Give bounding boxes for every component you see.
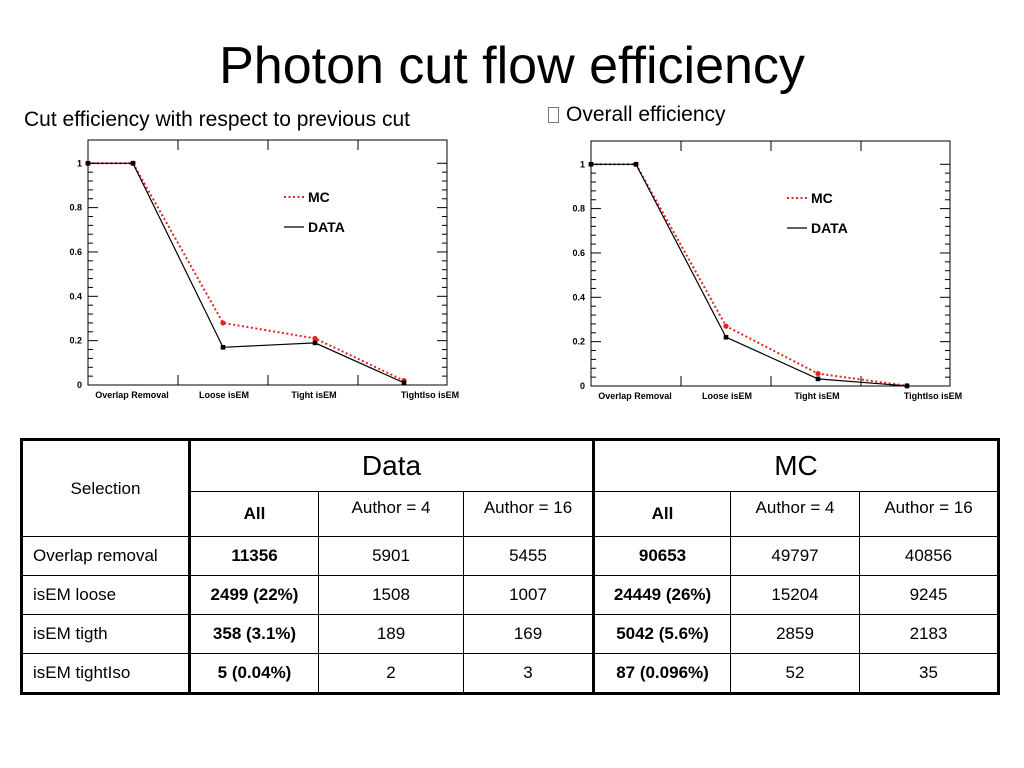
table-cell: 189 — [318, 614, 464, 654]
table-cell: 1508 — [318, 575, 464, 615]
mc-author4-header: Author = 4 — [730, 491, 860, 537]
x-tick-label: Tight isEM — [291, 390, 336, 400]
series-line-data — [591, 163, 908, 387]
table-cell: 5 (0.04%) — [188, 653, 319, 694]
table-cell: 9245 — [859, 575, 999, 615]
data-point-data — [130, 160, 136, 166]
table-row: Overlap removal 11356 5901 5455 90653 49… — [21, 536, 999, 576]
row-label: isEM tightIso — [21, 653, 190, 694]
data-all-header: All — [188, 491, 319, 537]
selection-header: Selection — [21, 439, 190, 537]
legend-label-data: DATA — [308, 219, 345, 235]
x-tick-label: Overlap Removal — [598, 391, 672, 401]
x-tick-label: TightIso isEM — [904, 391, 962, 401]
y-tick-label: 0.4 — [572, 292, 585, 302]
row-label: Overlap removal — [21, 536, 190, 576]
data-point-mc — [220, 320, 226, 326]
y-tick-label: 0.6 — [572, 248, 585, 258]
data-point-data — [312, 340, 318, 346]
legend-label-mc: MC — [811, 190, 833, 206]
table-cell: 90653 — [592, 536, 731, 576]
series-line-data — [88, 162, 405, 384]
row-label: isEM loose — [21, 575, 190, 615]
y-tick-label: 1 — [77, 158, 82, 168]
data-point-mc — [723, 323, 729, 329]
table-cell: 169 — [463, 614, 594, 654]
legend-label-data: DATA — [811, 220, 848, 236]
table-cell: 24449 (26%) — [592, 575, 731, 615]
y-tick-label: 0.6 — [69, 247, 82, 257]
table-subheader-row: All Author = 4 Author = 16 All Author = … — [22, 491, 999, 537]
x-tick-label: TightIso isEM — [401, 390, 459, 400]
x-tick-label: Overlap Removal — [95, 390, 169, 400]
table-row: isEM loose 2499 (22%) 1508 1007 24449 (2… — [21, 575, 999, 615]
table-row: isEM tightIso 5 (0.04%) 2 3 87 (0.096%) … — [21, 653, 999, 694]
y-tick-label: 0.4 — [69, 291, 82, 301]
x-tick-label: Loose isEM — [702, 391, 752, 401]
y-tick-label: 0 — [580, 381, 585, 391]
series-line-mc — [591, 163, 908, 387]
mc-author16-header: Author = 16 — [859, 491, 999, 537]
cut-flow-table: Selection Data MC All Author = 4 Author … — [20, 438, 1000, 695]
row-label: isEM tigth — [21, 614, 190, 654]
x-tick-label: Loose isEM — [199, 390, 249, 400]
y-tick-label: 0.2 — [572, 337, 585, 347]
data-group-header: Data — [188, 439, 594, 492]
data-point-mc — [815, 370, 821, 377]
data-point-data — [588, 161, 594, 167]
overall-efficiency-chart: 0 0.2 0.4 0.6 0.8 1 Overlap Removal Loose isEM T… — [572, 140, 962, 401]
table-cell: 5455 — [463, 536, 594, 576]
y-tick-label: 0 — [77, 380, 82, 390]
table-cell: 1007 — [463, 575, 594, 615]
legend-label-mc: MC — [308, 189, 330, 205]
table-cell: 49797 — [730, 536, 860, 576]
x-tick-label: Tight isEM — [794, 391, 839, 401]
plot-frame — [87, 139, 448, 386]
series-line-mc — [88, 162, 405, 382]
y-tick-label: 1 — [580, 159, 585, 169]
table-group-header-row: Selection Data MC — [21, 439, 999, 537]
y-tick-label: 0.2 — [69, 336, 82, 346]
data-point-data — [815, 376, 821, 382]
table-cell: 40856 — [859, 536, 999, 576]
y-tick-label: 0.8 — [572, 204, 585, 214]
bullet-icon — [548, 107, 559, 123]
mc-group-header: MC — [592, 439, 999, 492]
data-point-data — [904, 383, 910, 389]
right-chart-caption-wrap: Overall efficiency — [548, 102, 726, 128]
table-cell: 15204 — [730, 575, 860, 615]
data-point-data — [85, 160, 91, 166]
table-cell: 35 — [859, 653, 999, 694]
data-author4-header: Author = 4 — [318, 491, 464, 537]
data-point-data — [633, 161, 639, 167]
left-chart-caption: Cut efficiency with respect to previous … — [24, 108, 410, 131]
table-cell: 87 (0.096%) — [592, 653, 731, 694]
table-cell: 2 — [318, 653, 464, 694]
table-cell: 11356 — [188, 536, 319, 576]
table-cell: 2859 — [730, 614, 860, 654]
right-chart-caption: Overall efficiency — [566, 103, 726, 126]
table-cell: 52 — [730, 653, 860, 694]
data-point-data — [220, 345, 226, 350]
table-cell: 5901 — [318, 536, 464, 576]
y-tick-label: 0.8 — [69, 203, 82, 213]
data-point-data — [401, 380, 407, 386]
table-cell: 2183 — [859, 614, 999, 654]
table-cell: 3 — [463, 653, 594, 694]
mc-all-header: All — [592, 491, 731, 537]
cut-efficiency-chart: 0 0.2 0.4 0.6 0.8 1 Overlap Removal Loose isEM T… — [69, 139, 459, 400]
table-cell: 5042 (5.6%) — [592, 614, 731, 654]
data-point-mc — [312, 335, 318, 342]
table-cell: 358 (3.1%) — [188, 614, 319, 654]
slide-title: Photon cut flow efficiency — [219, 37, 805, 95]
table-cell: 2499 (22%) — [188, 575, 319, 615]
data-point-data — [723, 334, 729, 340]
data-author16-header: Author = 16 — [463, 491, 594, 537]
table-row: isEM tigth 358 (3.1%) 189 169 5042 (5.6%… — [21, 614, 999, 654]
